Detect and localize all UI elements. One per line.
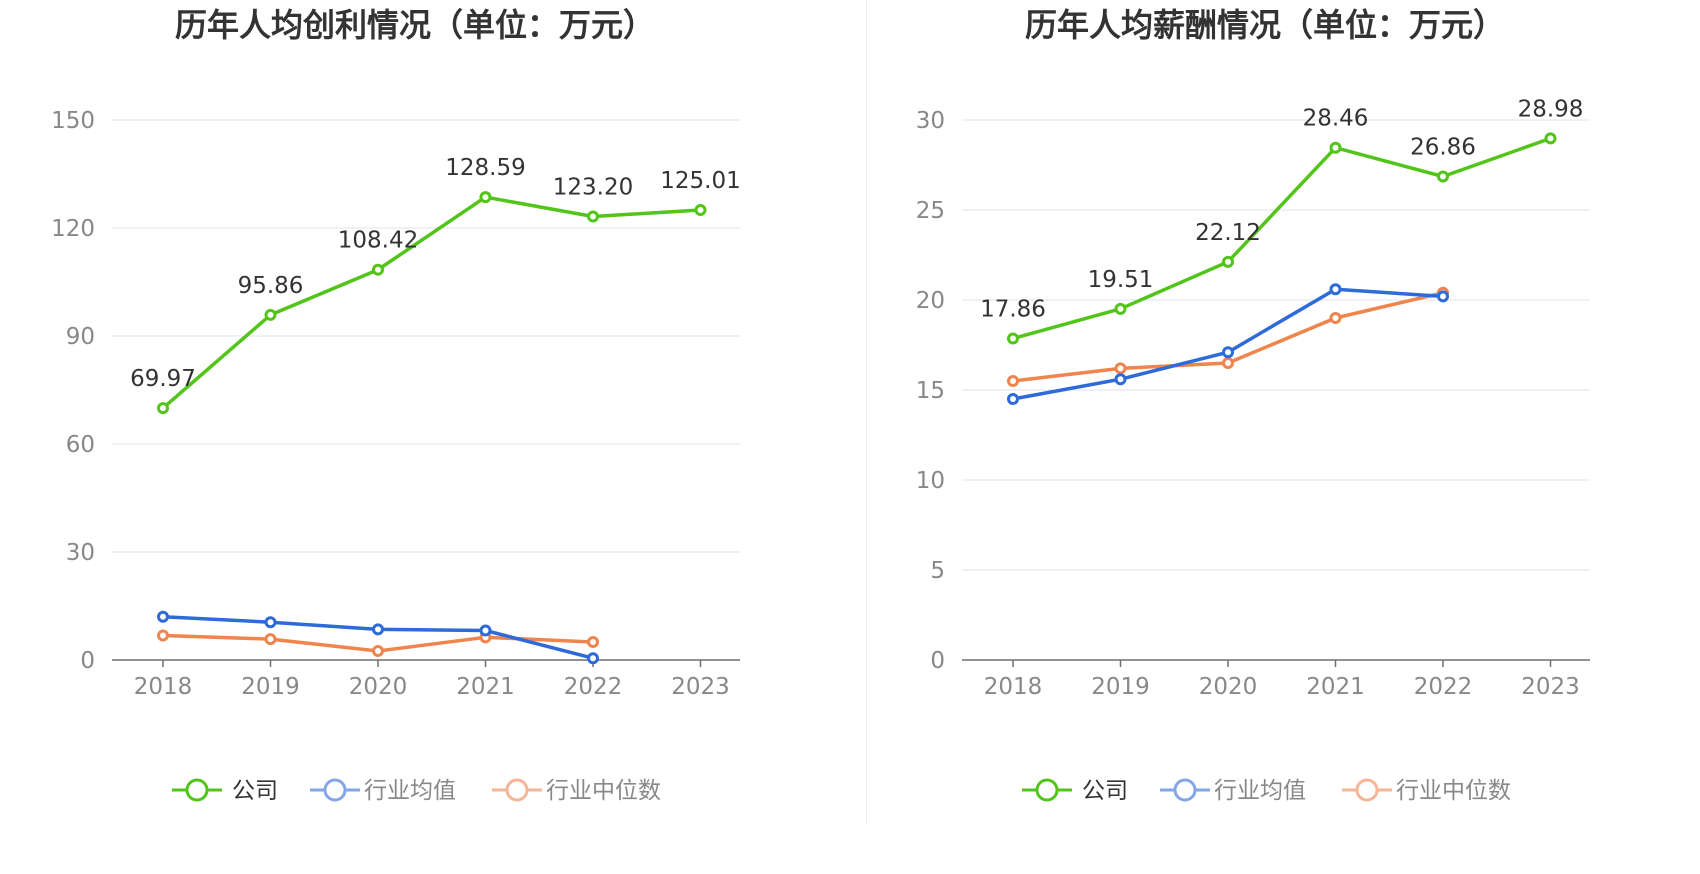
data-label: 17.86 xyxy=(980,297,1046,323)
series-line-0 xyxy=(1012,136,1552,341)
x-tick-label: 2019 xyxy=(241,674,300,700)
legend-marker xyxy=(1035,778,1059,802)
legend-marker xyxy=(1355,778,1379,802)
panel-divider xyxy=(866,0,867,825)
data-label: 28.46 xyxy=(1303,106,1369,132)
x-tick-label: 2022 xyxy=(1414,674,1473,700)
data-label: 22.12 xyxy=(1195,220,1261,246)
data-point xyxy=(264,633,277,646)
data-point xyxy=(1007,332,1019,345)
y-tick-label: 15 xyxy=(916,378,945,404)
data-point xyxy=(1222,346,1234,359)
y-tick-label: 30 xyxy=(66,540,95,566)
data-point xyxy=(587,636,599,648)
data-point xyxy=(1329,283,1342,296)
y-tick-label: 25 xyxy=(916,198,945,224)
legend-label: 行业中位数 xyxy=(1396,778,1511,804)
y-tick-label: 150 xyxy=(51,108,95,134)
x-tick-label: 2023 xyxy=(671,674,730,700)
data-point xyxy=(1222,255,1234,268)
data-label: 108.42 xyxy=(338,228,418,254)
data-point xyxy=(264,308,277,321)
x-tick-label: 2023 xyxy=(1521,674,1580,700)
data-point xyxy=(372,263,384,276)
data-point xyxy=(157,629,169,642)
x-tick-label: 2018 xyxy=(134,674,193,700)
x-tick-label: 2019 xyxy=(1091,674,1150,700)
chart-svg-profit: 历年人均创利情况（单位：万元） 0 30 60 90 120 150 2018 2019 2020… xyxy=(51,6,741,804)
x-tick-label: 2018 xyxy=(984,674,1043,700)
data-point xyxy=(1329,141,1342,154)
chart-title: 历年人均薪酬情况（单位：万元） xyxy=(1025,6,1505,44)
data-point xyxy=(587,210,599,223)
data-point xyxy=(1114,302,1127,315)
data-point xyxy=(1007,393,1019,405)
x-tick-label: 2022 xyxy=(564,674,623,700)
y-tick-label: 0 xyxy=(80,648,95,674)
data-point xyxy=(372,623,384,636)
chart-per-capita-salary: 历年人均薪酬情况（单位：万元） 0 5 10 15 20 25 30 2018 2019 2020 2… xyxy=(850,0,1700,874)
data-point xyxy=(1329,312,1342,324)
y-tick-label: 20 xyxy=(916,288,945,314)
chart-title: 历年人均创利情况（单位：万元） xyxy=(175,6,655,44)
data-label: 26.86 xyxy=(1410,135,1476,161)
data-point xyxy=(1114,373,1127,386)
data-point xyxy=(1437,290,1449,303)
data-label: 69.97 xyxy=(130,366,196,392)
data-point xyxy=(157,402,169,415)
legend-label: 行业均值 xyxy=(1214,778,1306,804)
series-line-0 xyxy=(161,195,701,410)
data-label: 125.01 xyxy=(660,168,740,194)
x-tick-label: 2021 xyxy=(1306,674,1365,700)
data-label: 123.20 xyxy=(553,174,633,200)
y-tick-label: 30 xyxy=(916,108,945,134)
legend-marker xyxy=(505,778,529,802)
data-point xyxy=(1007,375,1019,387)
legend-marker xyxy=(1173,778,1197,802)
legend-label: 行业均值 xyxy=(364,778,456,804)
data-point xyxy=(587,652,599,665)
data-point xyxy=(264,616,277,629)
x-tick-label: 2021 xyxy=(456,674,515,700)
y-tick-label: 120 xyxy=(51,216,95,242)
data-label: 19.51 xyxy=(1088,267,1154,293)
legend-marker xyxy=(323,778,347,802)
data-point xyxy=(1437,170,1449,183)
y-tick-label: 10 xyxy=(916,468,945,494)
legend-marker xyxy=(185,778,209,802)
x-tick-label: 2020 xyxy=(1199,674,1258,700)
data-point xyxy=(1544,132,1557,145)
data-point xyxy=(1114,362,1127,375)
data-point xyxy=(372,645,384,657)
y-tick-label: 0 xyxy=(930,648,945,674)
legend-label: 行业中位数 xyxy=(546,778,661,804)
chart-svg-salary: 历年人均薪酬情况（单位：万元） 0 5 10 15 20 25 30 2018 2019 2020 2… xyxy=(916,6,1590,804)
chart-per-capita-profit: 历年人均创利情况（单位：万元） 0 30 60 90 120 150 2018 2019 2020… xyxy=(51,6,741,804)
data-point xyxy=(479,191,492,204)
data-point xyxy=(157,610,169,623)
data-label: 128.59 xyxy=(445,155,525,181)
legend-label: 公司 xyxy=(232,778,278,804)
x-tick-label: 2020 xyxy=(349,674,408,700)
y-tick-label: 5 xyxy=(930,558,945,584)
data-label: 95.86 xyxy=(238,273,304,299)
data-label: 28.98 xyxy=(1518,96,1584,122)
y-tick-label: 60 xyxy=(66,432,95,458)
y-tick-label: 90 xyxy=(66,324,95,350)
series-line-1 xyxy=(1012,287,1444,401)
data-point xyxy=(479,624,492,637)
data-point xyxy=(1222,357,1234,369)
data-point xyxy=(694,203,707,216)
legend-label: 公司 xyxy=(1082,778,1128,804)
